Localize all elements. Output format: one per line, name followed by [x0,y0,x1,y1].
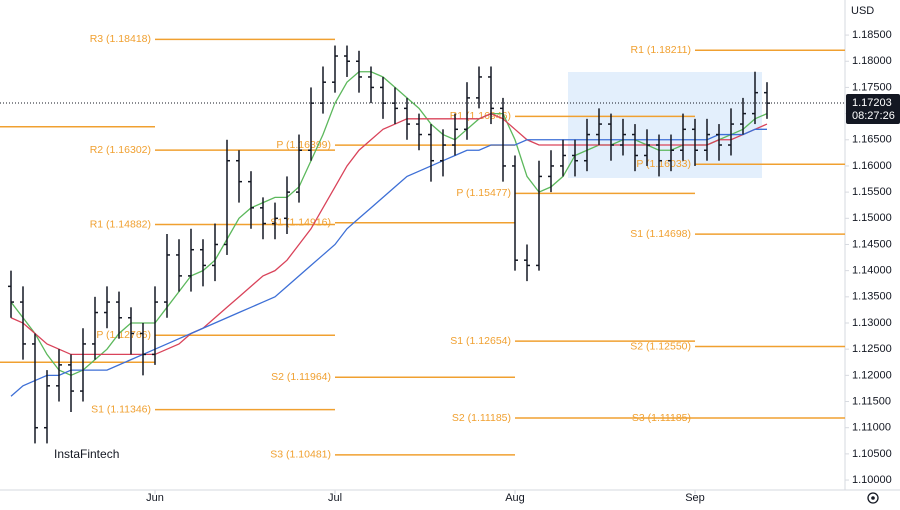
y-tick-label: 1.15500 [852,186,892,198]
x-tick-label: Sep [685,492,705,504]
pivot-label: R3 (1.18418) [90,33,151,45]
y-tick-label: 1.12000 [852,369,892,381]
y-tick-label: 1.18500 [852,29,892,41]
pivot-label: R1 (1.14882) [90,218,151,230]
y-tick-label: 1.14000 [852,265,892,277]
last-price-label: 1.17203 [852,97,892,109]
moving-average [10,71,768,377]
x-tick-label: Jun [146,492,164,504]
pivot-label: S2 (1.11964) [271,371,331,383]
x-tick-label: Jul [328,492,342,504]
y-tick-label: 1.17500 [852,81,892,93]
plot: R3 (1.18418) R2 (1.16302) R1 (1.14882) P (1… [0,33,845,461]
pivot-label: S2 (1.12550) [630,340,691,352]
watermark-box [50,444,126,466]
pivot-label: S1 (1.14698) [630,228,691,240]
y-tick-label: 1.12500 [852,343,892,355]
pivot-label: P (1.12766) [96,329,151,341]
currency: USD [851,5,874,17]
y-tick-label: 1.13000 [852,317,892,329]
pivot-label: S2 (1.11185) [452,412,511,424]
y-tick-label: 1.16500 [852,134,892,146]
pivot-label: P (1.15477) [456,187,511,199]
countdown: 08:27:26 [852,110,895,122]
pivot-label: R1 (1.18211) [630,44,691,56]
pivot-label: S1 (1.11346) [91,403,151,415]
y-tick-label: 1.16000 [852,160,892,172]
pivot-label: S1 (1.14916) [270,216,331,228]
pivot-label: P (1.16399) [276,139,331,151]
pivot-label: S3 (1.11185) [632,412,691,424]
x-tick-label: Aug [505,492,525,504]
watermark: InstaFintech [54,447,119,461]
moving-average [10,128,767,397]
pivot-label: S1 (1.12654) [450,335,511,347]
pivot-label: S3 (1.10481) [270,449,331,461]
settings-hub[interactable] [871,496,875,500]
moving-average [10,112,768,356]
y-tick-label: 1.13500 [852,291,892,303]
y-tick-label: 1.14500 [852,238,892,250]
pivot-label: R1 (1.16946) [450,110,511,122]
settings-icon[interactable] [867,492,879,504]
y-tick-label: 1.11500 [852,395,891,407]
y-tick-label: 1.15000 [852,212,892,224]
last-price-box [846,93,900,124]
y-tick-label: 1.11000 [852,422,891,434]
y-tick-label: 1.10000 [852,474,892,486]
y-tick-label: 1.18000 [852,55,892,67]
pivot-label: P (1.16033) [636,158,691,170]
volume-profile-zone [568,72,762,178]
y-tick-label: 1.10500 [852,448,892,460]
settings-gear[interactable] [867,492,879,504]
pivot-label: R2 (1.16302) [90,144,151,156]
